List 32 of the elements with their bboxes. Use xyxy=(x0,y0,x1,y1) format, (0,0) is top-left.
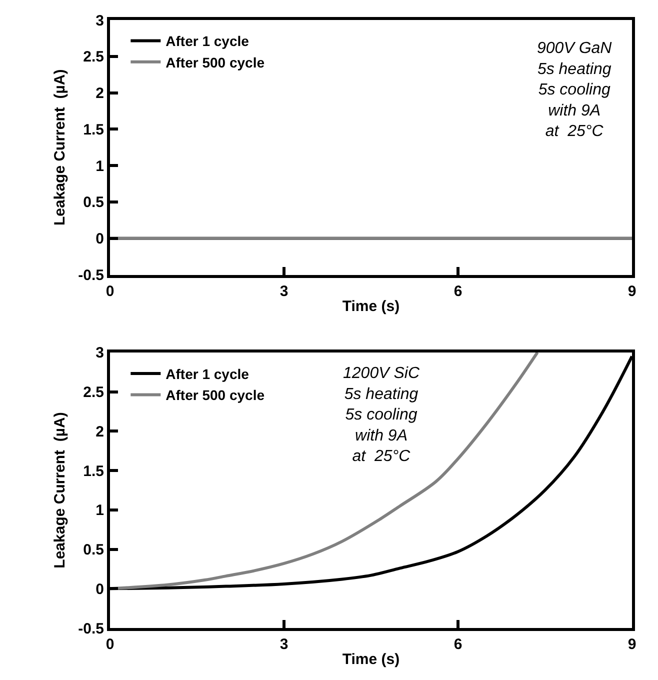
legend-label: After 500 cycle xyxy=(166,387,265,404)
x-axis-title: Time (s) xyxy=(342,651,400,668)
y-tick-label: 0 xyxy=(96,580,104,598)
y-tick-label: 2.5 xyxy=(83,48,104,66)
y-tick-label: 2.5 xyxy=(83,384,104,402)
y-tick-label: 1 xyxy=(96,502,104,520)
y-tick-label: 2 xyxy=(96,423,104,440)
x-tick-label: 6 xyxy=(454,282,462,300)
x-tick-label: 9 xyxy=(628,636,636,654)
y-tick-label: 3 xyxy=(96,344,104,362)
y-tick-label: 1.5 xyxy=(83,121,104,138)
legend-label: After 1 cycle xyxy=(166,33,250,50)
y-axis-title: Leakage Current (µA) xyxy=(51,412,68,568)
y-tick-label: 1 xyxy=(96,158,104,175)
y-tick-label: 3 xyxy=(96,12,104,30)
x-tick-label: 9 xyxy=(628,282,636,300)
legend-label: After 1 cycle xyxy=(166,366,250,382)
y-tick-label: -0.5 xyxy=(78,267,104,284)
x-tick-label: 3 xyxy=(280,282,288,300)
x-tick-label: 6 xyxy=(454,636,462,654)
y-tick-label: 1.5 xyxy=(83,462,104,480)
y-tick-label: 0.5 xyxy=(83,542,104,559)
annotation: 900V GaN 5s heating 5s cooling with 9A at 25°C xyxy=(537,40,612,140)
y-tick-label: 2 xyxy=(96,85,104,102)
y-tick-label: 0 xyxy=(96,230,104,248)
x-axis-title: Time (s) xyxy=(342,298,400,315)
legend-label: After 500 cycle xyxy=(166,54,265,70)
x-tick-label: 3 xyxy=(280,636,288,654)
annotation: 1200V SiC 5s heating 5s cooling with 9A at 25°C xyxy=(343,365,420,466)
y-tick-label: 0.5 xyxy=(83,194,104,212)
y-tick-label: -0.5 xyxy=(78,620,104,638)
y-axis-title: Leakage Current (µA) xyxy=(51,69,68,226)
